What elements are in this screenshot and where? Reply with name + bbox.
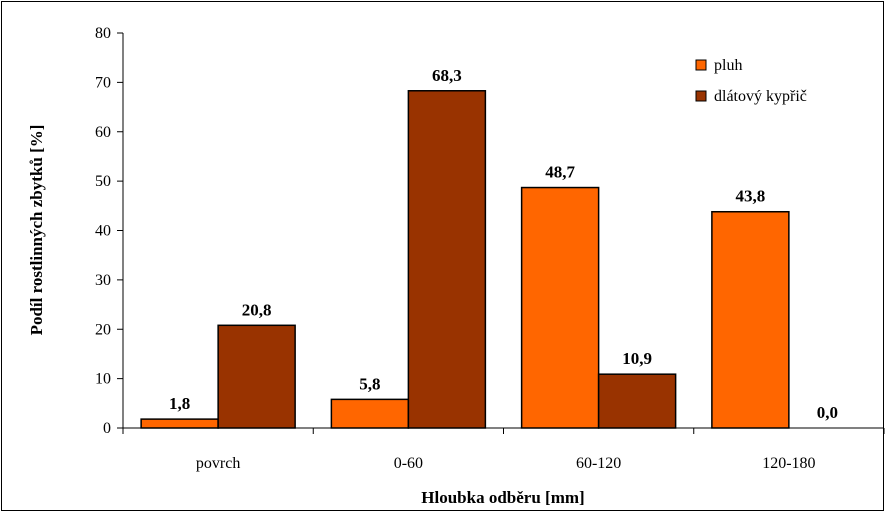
y-tick-label: 80 bbox=[95, 25, 111, 42]
axes-group: 0 10 20 30 40 50 60 70 80 povrch 0-60 60-120 120-180 bbox=[95, 25, 885, 472]
y-tick-label: 40 bbox=[95, 223, 111, 240]
bars-group bbox=[140, 90, 790, 429]
value-label: 43,8 bbox=[736, 187, 766, 206]
bar-kyprič-povrch bbox=[217, 324, 296, 429]
value-label: 48,7 bbox=[545, 163, 575, 182]
legend-swatch bbox=[695, 59, 707, 71]
x-axis-title: Hloubka odběru [mm] bbox=[421, 488, 584, 507]
y-tick-label: 30 bbox=[95, 272, 111, 289]
bar-pluh-120-180 bbox=[711, 210, 790, 429]
x-tick-label: 120-180 bbox=[762, 455, 815, 472]
legend-entry: dlátový kypřič bbox=[714, 88, 807, 105]
value-label: 0,0 bbox=[817, 403, 838, 422]
y-tick-label: 0 bbox=[103, 420, 111, 437]
x-tick-label: 60-120 bbox=[576, 455, 621, 472]
legend: pluh dlátový kypřič bbox=[695, 57, 807, 105]
bar-kyprič-0-60 bbox=[407, 90, 487, 429]
y-tick-label: 50 bbox=[95, 173, 111, 190]
y-tick-label: 60 bbox=[95, 124, 111, 141]
bar-pluh-0-60 bbox=[330, 398, 410, 429]
y-tick-label: 20 bbox=[95, 321, 111, 338]
bar-pluh-povrch bbox=[140, 418, 219, 429]
y-tick-label: 10 bbox=[95, 371, 111, 388]
legend-swatch bbox=[695, 90, 707, 102]
value-label: 1,8 bbox=[169, 394, 190, 413]
bar-kyprič-60-120 bbox=[597, 373, 677, 429]
x-tick-label: povrch bbox=[196, 455, 240, 472]
value-label: 20,8 bbox=[242, 300, 272, 319]
y-axis-title: Podíl rostlinných zbytků [%] bbox=[27, 125, 46, 336]
value-label: 68,3 bbox=[432, 66, 462, 85]
y-tick-label: 70 bbox=[95, 74, 111, 91]
x-tick-label: 0-60 bbox=[394, 455, 423, 472]
bar-pluh-60-120 bbox=[520, 186, 600, 429]
value-labels-group: 1,8 20,8 5,8 68,3 48,7 10,9 43,8 0,0 bbox=[169, 66, 838, 422]
legend-entry: pluh bbox=[714, 57, 742, 74]
value-label: 10,9 bbox=[622, 349, 652, 368]
value-label: 5,8 bbox=[359, 374, 380, 393]
